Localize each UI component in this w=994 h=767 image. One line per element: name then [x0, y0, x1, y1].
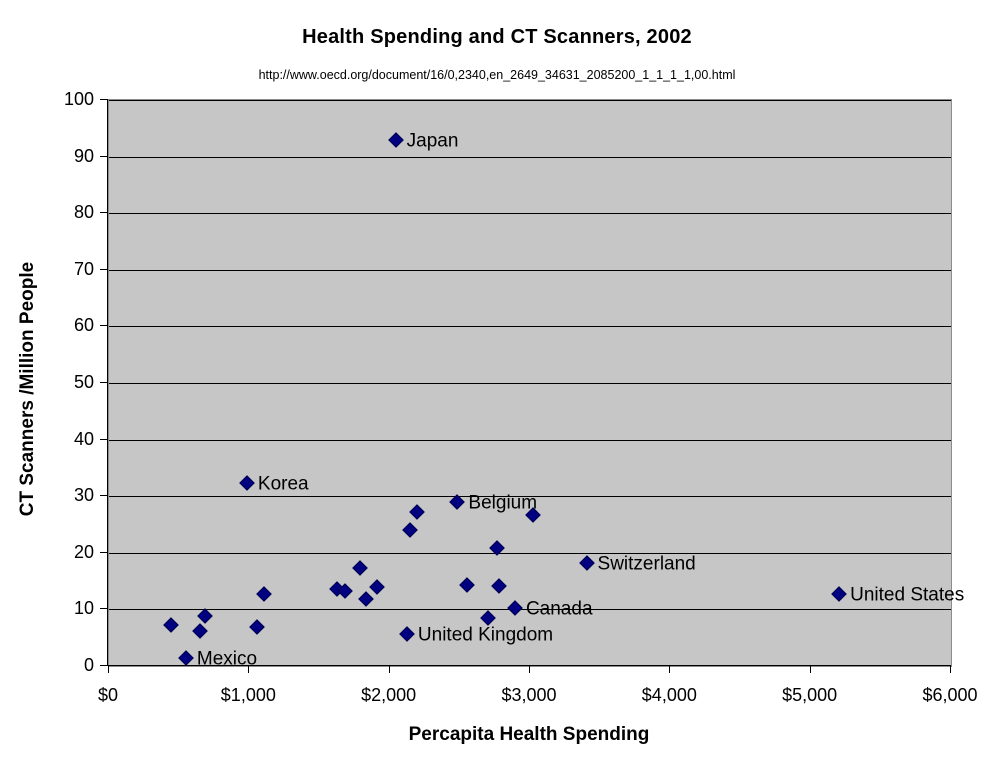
data-point-label: United Kingdom [417, 624, 554, 646]
plot-area [108, 99, 952, 667]
data-point-label: United States [850, 584, 965, 606]
x-tick-mark [108, 666, 109, 673]
gridline [109, 156, 951, 158]
x-tick-label: $3,000 [501, 685, 557, 705]
y-tick-mark [100, 268, 107, 270]
y-tick-mark [100, 99, 107, 100]
x-tick-label: $5,000 [782, 685, 838, 705]
gridline [109, 213, 951, 215]
x-tick-label: $2,000 [361, 685, 417, 705]
gridline [109, 552, 951, 554]
gridline [109, 439, 951, 441]
x-tick-mark [669, 666, 671, 673]
data-point-label: Japan [406, 130, 459, 152]
y-tick-mark [100, 325, 107, 327]
y-tick-label: 0 [83, 655, 94, 675]
y-axis-line [107, 99, 108, 666]
chart-title: Health Spending and CT Scanners, 2002 [302, 26, 692, 48]
x-tick-mark [388, 666, 390, 673]
x-axis-title: Percapita Health Spending [408, 724, 650, 745]
gridline [109, 383, 951, 384]
y-tick-label: 90 [73, 145, 94, 166]
x-tick-mark [529, 666, 530, 673]
data-point-label: Switzerland [597, 553, 696, 575]
data-point-label: Canada [525, 598, 593, 620]
y-tick-mark [100, 382, 107, 383]
y-tick-label: 10 [73, 598, 94, 619]
y-tick-label: 50 [73, 372, 94, 392]
y-tick-label: 30 [73, 485, 94, 506]
x-axis-line [108, 665, 951, 666]
y-tick-label: 40 [73, 428, 94, 449]
y-tick-mark [100, 665, 107, 666]
x-tick-label: $6,000 [922, 685, 978, 705]
y-tick-label: 70 [73, 258, 94, 279]
x-tick-label: $0 [97, 685, 119, 705]
x-tick-mark [809, 666, 811, 673]
data-point-label: Belgium [468, 492, 538, 514]
gridline [109, 326, 951, 328]
y-tick-mark [100, 495, 107, 497]
x-tick-mark [950, 666, 951, 673]
gridline [109, 609, 951, 611]
y-tick-label: 100 [63, 89, 94, 109]
y-tick-mark [100, 212, 107, 214]
gridline [109, 100, 951, 101]
x-tick-label: $1,000 [220, 685, 276, 705]
x-tick-mark [248, 666, 250, 673]
y-tick-label: 20 [73, 541, 94, 562]
gridline [109, 269, 951, 271]
chart-subtitle: http://www.oecd.org/document/16/0,2340,e… [258, 68, 736, 82]
y-tick-label: 80 [73, 202, 94, 223]
y-tick-label: 60 [73, 315, 94, 336]
y-tick-mark [100, 608, 107, 610]
y-tick-mark [100, 438, 107, 440]
y-tick-mark [100, 155, 107, 157]
data-point-label: Korea [257, 473, 309, 495]
y-tick-mark [100, 551, 107, 553]
gridline [109, 496, 951, 498]
data-point-label: Mexico [196, 648, 258, 670]
x-tick-label: $4,000 [641, 685, 697, 705]
